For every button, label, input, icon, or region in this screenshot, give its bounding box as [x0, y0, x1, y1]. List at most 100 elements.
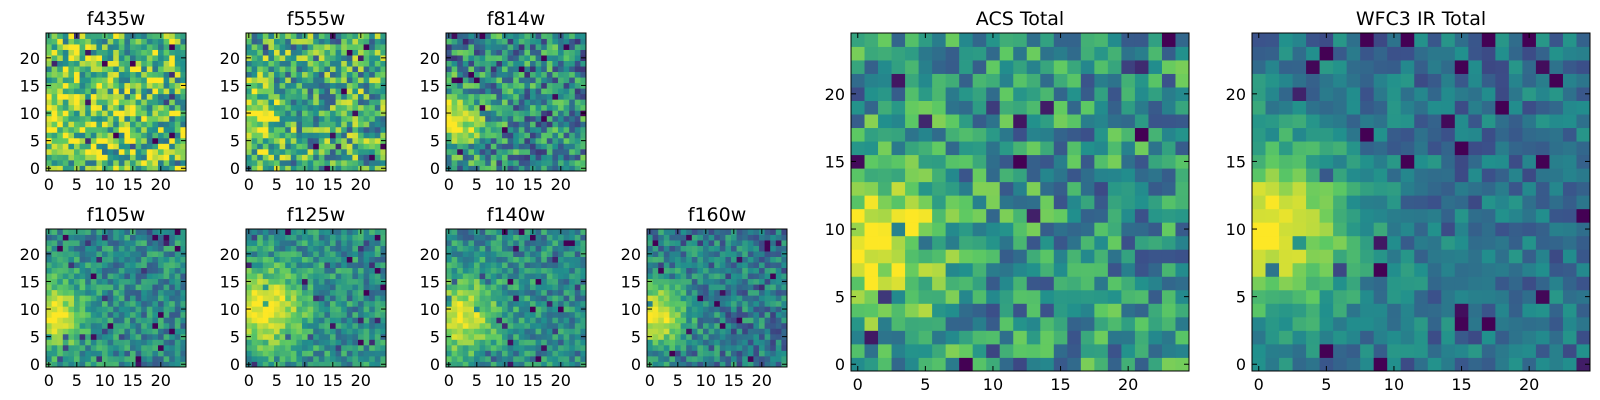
- heatmap-cell: [530, 71, 536, 78]
- heatmap-cell: [74, 306, 80, 313]
- heatmap-cell: [62, 143, 69, 150]
- heatmap-cell: [330, 262, 336, 269]
- heatmap-cell: [152, 49, 159, 56]
- heatmap-cell: [563, 110, 570, 117]
- heatmap-cell: [574, 126, 581, 133]
- heatmap-cell: [302, 126, 308, 133]
- heatmap-cell: [124, 234, 131, 241]
- heatmap-cell: [1121, 330, 1136, 345]
- heatmap-cell: [658, 240, 665, 246]
- heatmap-cell: [352, 234, 359, 241]
- heatmap-cell: [451, 159, 458, 166]
- heatmap-cell: [535, 311, 542, 318]
- heatmap-cell: [330, 137, 336, 144]
- heatmap-cell: [714, 306, 721, 313]
- heatmap-cell: [124, 49, 131, 56]
- heatmap-cell: [462, 339, 469, 346]
- heatmap-cell: [485, 311, 492, 318]
- heatmap-cell: [330, 159, 336, 166]
- heatmap-cell: [708, 350, 715, 357]
- heatmap-cell: [290, 33, 297, 39]
- heatmap-cell: [285, 126, 292, 133]
- heatmap-cell: [318, 333, 325, 340]
- heatmap-cell: [74, 82, 80, 89]
- heatmap-cell: [262, 295, 269, 302]
- heatmap-cell: [113, 99, 120, 106]
- heatmap-cell: [324, 115, 331, 122]
- heatmap-cell: [330, 339, 336, 346]
- heatmap-cell: [725, 295, 732, 302]
- heatmap-cell: [446, 66, 452, 73]
- heatmap-cell: [124, 317, 131, 324]
- heatmap-cell: [113, 256, 120, 263]
- heatmap-cell: [313, 278, 320, 285]
- heatmap-cell: [262, 165, 269, 172]
- heatmap-cell: [485, 306, 492, 313]
- heatmap-cell: [279, 317, 286, 324]
- heatmap-cell: [302, 311, 308, 318]
- heatmap-cell: [296, 88, 303, 95]
- heatmap-cell: [102, 88, 108, 95]
- heatmap-cell: [290, 339, 297, 346]
- heatmap-cell: [318, 60, 325, 67]
- heatmap-cell: [318, 322, 325, 329]
- heatmap-cell: [352, 44, 359, 50]
- heatmap-cell: [152, 295, 159, 302]
- heatmap-cell: [496, 110, 503, 117]
- heatmap-cell: [257, 306, 264, 313]
- heatmap-cell: [502, 82, 508, 89]
- heatmap-cell: [246, 256, 252, 263]
- heatmap-cell: [285, 121, 292, 128]
- heatmap-cell: [124, 284, 131, 291]
- heatmap-cell: [262, 121, 269, 128]
- heatmap-cell: [307, 311, 314, 318]
- heatmap-cell: [736, 333, 743, 340]
- heatmap-cell: [96, 262, 103, 269]
- heatmap-cell: [451, 339, 458, 346]
- heatmap-cell: [124, 361, 131, 368]
- heatmap-cell: [764, 344, 771, 351]
- heatmap-cell: [74, 137, 80, 144]
- heatmap-cell: [68, 82, 75, 89]
- heatmap-cell: [130, 121, 136, 128]
- heatmap-cell: [135, 66, 142, 73]
- heatmap-cell: [279, 159, 286, 166]
- heatmap-cell: [959, 235, 974, 250]
- heatmap-cell: [524, 289, 531, 296]
- heatmap-cell: [341, 55, 348, 61]
- heatmap-cell: [358, 240, 364, 246]
- heatmap-cell: [302, 121, 308, 128]
- heatmap-cell: [330, 273, 336, 280]
- heatmap-cell: [753, 311, 760, 318]
- heatmap-cell: [530, 88, 536, 95]
- heatmap-cell: [118, 93, 125, 100]
- heatmap-cell: [552, 148, 559, 155]
- heatmap-cell: [753, 306, 760, 313]
- heatmap-cell: [369, 88, 376, 95]
- heatmap-cell: [451, 55, 458, 61]
- heatmap-cell: [163, 262, 170, 269]
- heatmap-cell: [485, 148, 492, 155]
- heatmap-cell: [380, 273, 387, 280]
- heatmap-cell: [891, 262, 906, 277]
- heatmap-cell: [46, 311, 52, 318]
- heatmap-cell: [647, 256, 653, 263]
- heatmap-cell: [152, 55, 159, 61]
- heatmap-cell: [647, 350, 653, 357]
- heatmap-cell: [146, 159, 153, 166]
- heatmap-cell: [669, 295, 676, 302]
- heatmap-cell: [51, 71, 58, 78]
- heatmap-cell: [174, 234, 181, 241]
- heatmap-cell: [374, 361, 381, 368]
- heatmap-cell: [135, 77, 142, 84]
- y-tick-label: 10: [20, 300, 40, 319]
- heatmap-cell: [574, 229, 581, 235]
- heatmap-cell: [113, 110, 120, 117]
- axes-frame: [245, 228, 387, 368]
- heatmap-cell: [530, 115, 536, 122]
- heatmap-cell: [135, 110, 142, 117]
- heatmap-cell: [51, 317, 58, 324]
- heatmap-cell: [57, 165, 64, 172]
- heatmap-cell: [563, 284, 570, 291]
- heatmap-cell: [374, 115, 381, 122]
